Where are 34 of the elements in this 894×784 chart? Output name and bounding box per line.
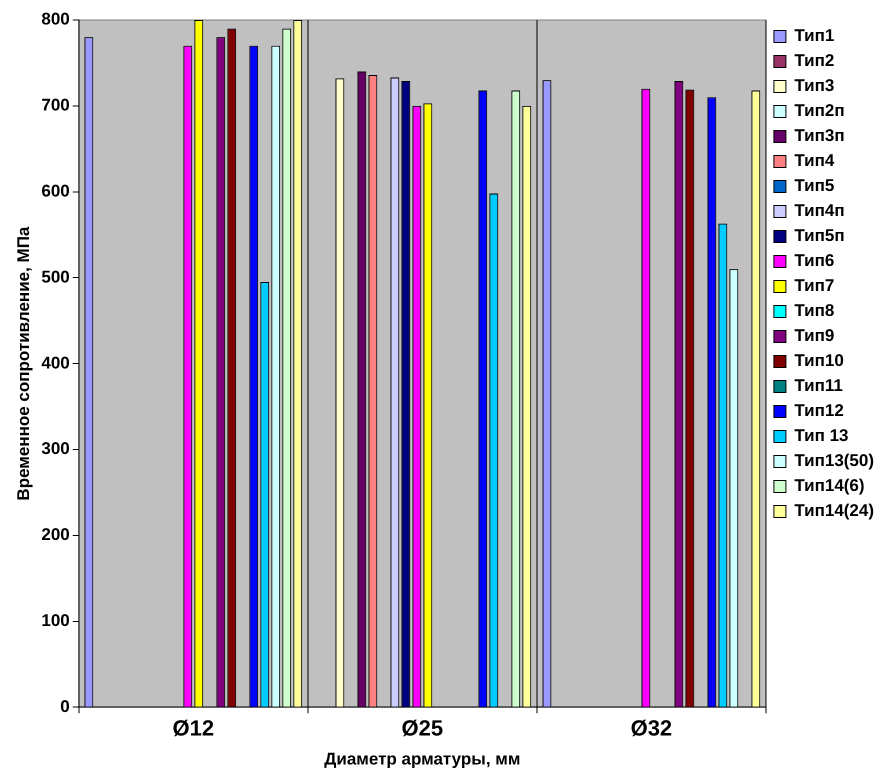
y-tick-label: 500: [41, 267, 70, 286]
x-tick-label: Ø25: [402, 715, 444, 740]
legend-label: Тип14(6): [794, 476, 865, 496]
legend-label: Тип2: [794, 51, 834, 70]
x-axis-title: Диаметр арматуры, мм: [324, 749, 520, 768]
legend-label: Тип13(50): [794, 451, 874, 470]
y-axis-title: Временное сопротивление, МПа: [14, 226, 33, 501]
y-tick-label: 700: [41, 96, 70, 115]
y-tick-label: 800: [41, 10, 70, 29]
legend-label: Тип14(24): [794, 501, 874, 520]
legend-label: Тип6: [794, 251, 834, 270]
legend-label: Тип8: [794, 301, 834, 320]
legend-label: Тип9: [794, 326, 834, 346]
y-tick-label: 300: [41, 439, 70, 458]
x-tick-label: Ø12: [172, 715, 214, 740]
legend-label: Тип 13: [794, 426, 848, 446]
legend-label: Тип2п: [794, 101, 845, 120]
x-tick-label: Ø32: [630, 715, 672, 740]
legend-label: Тип3: [794, 76, 834, 96]
legend-label: Тип3п: [794, 126, 845, 146]
legend-label: Тип10: [794, 351, 844, 370]
legend-label: Тип5п: [794, 226, 845, 246]
y-tick-label: 100: [41, 610, 70, 630]
legend-label: Тип12: [794, 401, 844, 420]
y-tick-label: 0: [60, 696, 70, 716]
legend-label: Тип5: [794, 176, 834, 196]
legend-label: Тип4п: [794, 201, 845, 220]
legend-label: Тип7: [794, 276, 834, 296]
y-tick-label: 600: [41, 181, 70, 200]
legend-label: Тип1: [794, 26, 834, 46]
y-tick-label: 400: [41, 353, 70, 372]
legend-label: Тип4: [794, 151, 835, 170]
legend-label: Тип11: [794, 376, 843, 396]
y-tick-label: 200: [41, 525, 70, 544]
